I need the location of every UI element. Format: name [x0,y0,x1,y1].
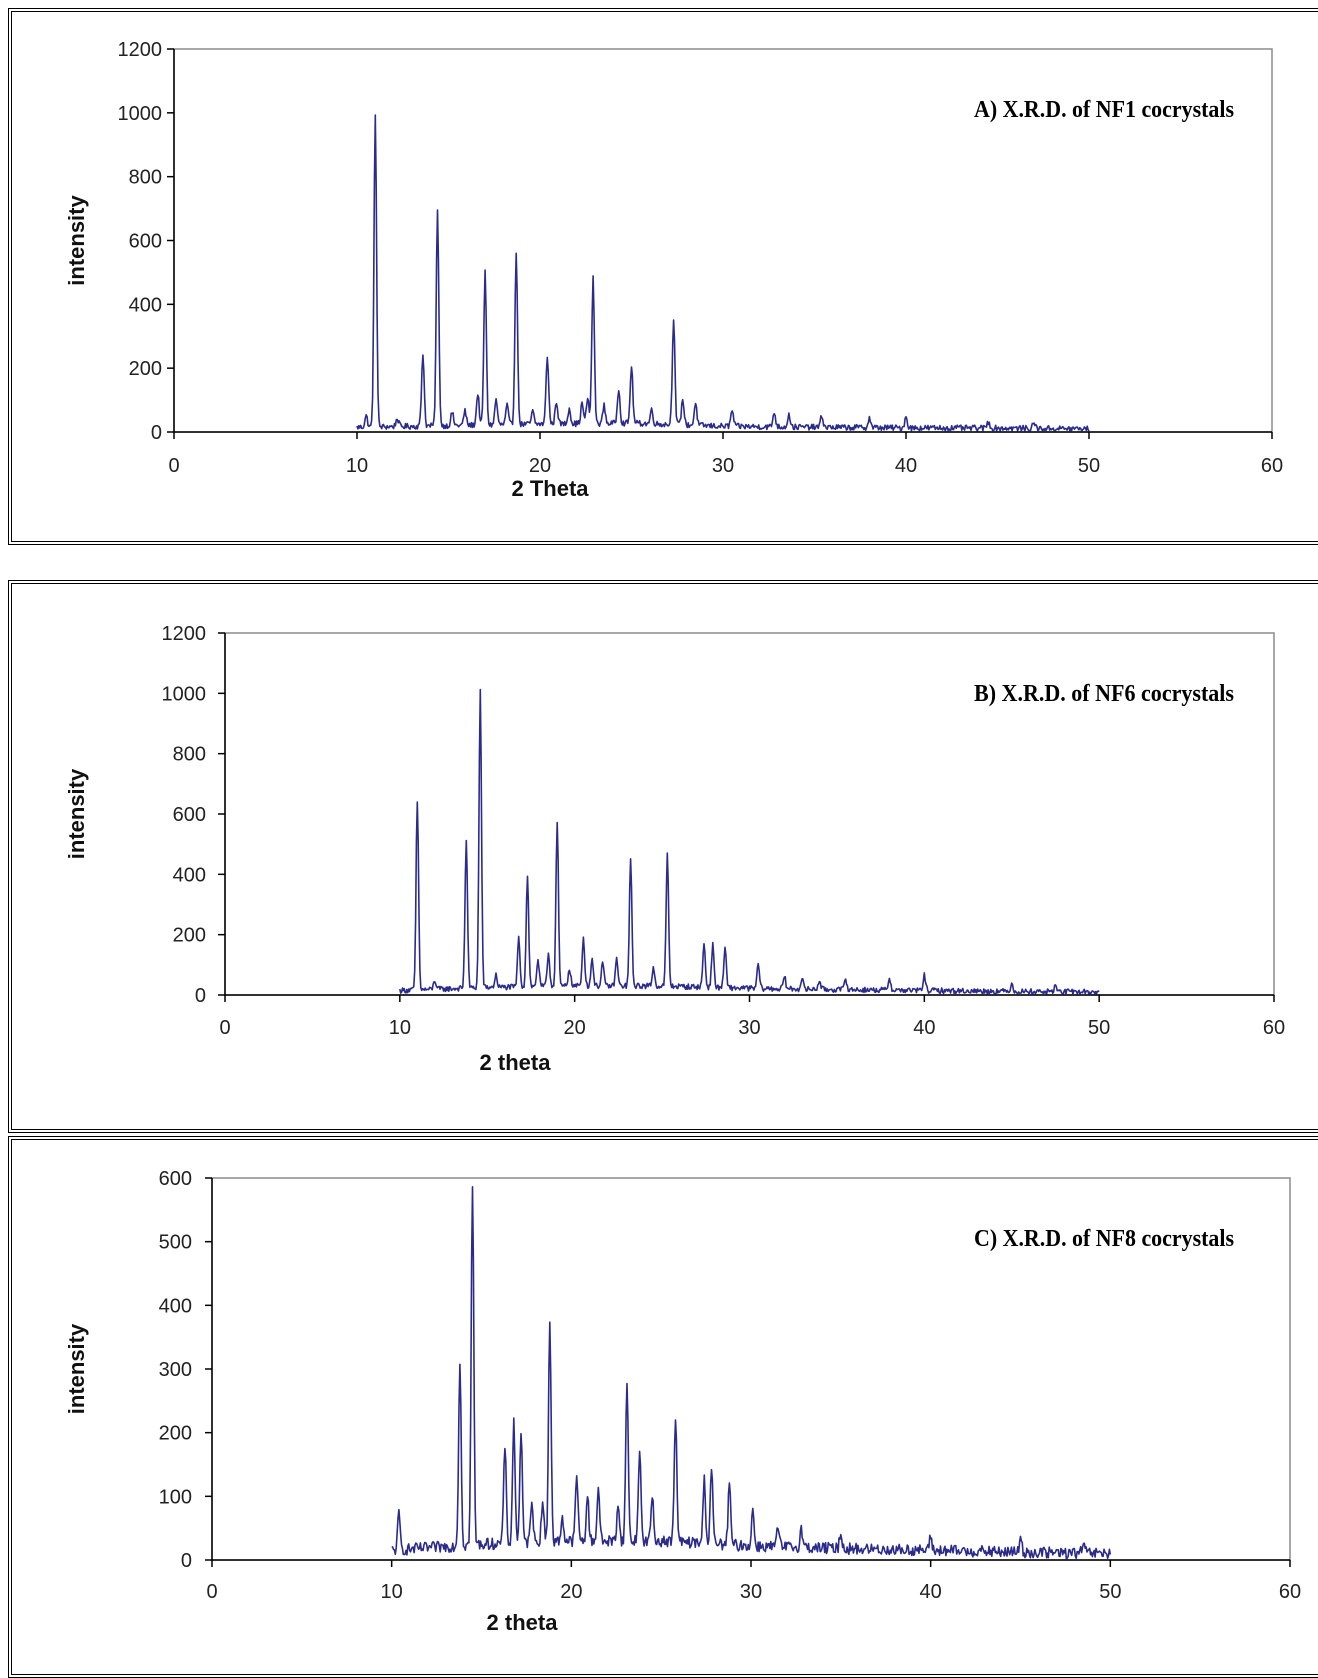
x-tick-label: 0 [168,455,179,477]
xrd-chart-nf8: 0 100 200 300 400 500 600 0 10 20 30 40 50 60 C) X.R.D… [64,1168,1301,1635]
x-tick-label: 40 [913,1017,935,1039]
y-tick-label: 200 [159,1423,192,1445]
y-tick-label: 600 [173,804,206,826]
x-tick-label: 40 [895,455,917,477]
x-axis-label: 2 Theta [511,476,589,501]
y-tick-label: 0 [195,985,206,1007]
x-tick-label: 60 [1261,455,1283,477]
x-tick-label: 10 [346,455,368,477]
y-tick-label: 800 [129,167,162,189]
y-tick-label: 600 [159,1168,192,1190]
y-tick-label: 800 [173,744,206,766]
chart-panel-c: 0 100 200 300 400 500 600 0 10 20 30 40 50 60 C) X.R.D… [8,1136,1318,1678]
x-axis-label: 2 theta [480,1050,552,1075]
y-tick-label: 100 [159,1486,192,1508]
xrd-chart-nf6: 0 200 400 600 800 1000 1200 0 10 20 30 40 50 60 B) X.R… [64,623,1285,1075]
y-tick-label: 500 [159,1232,192,1254]
x-tick-label: 10 [389,1017,411,1039]
x-tick-label: 0 [219,1017,230,1039]
y-tick-label: 200 [173,925,206,947]
y-tick-label: 0 [151,422,162,444]
x-tick-label: 40 [920,1581,942,1603]
xrd-chart-nf1: 0 200 400 600 800 1000 1200 0 10 20 30 40 50 60 A) X.R… [64,39,1283,501]
y-tick-label: 600 [129,231,162,253]
xrd-series-line [391,1185,1112,1560]
y-tick-label: 400 [173,864,206,886]
x-tick-label: 20 [564,1017,586,1039]
x-tick-label: 30 [740,1581,762,1603]
y-tick-label: 0 [181,1550,192,1572]
y-tick-label: 400 [129,294,162,316]
y-axis-label: intensity [64,195,89,286]
y-axis-label: intensity [64,768,89,859]
y-tick-label: 1000 [162,683,207,705]
x-tick-label: 30 [738,1017,760,1039]
x-tick-label: 0 [206,1581,217,1603]
y-axis-label: intensity [64,1323,89,1414]
chart-title: C) X.R.D. of NF8 cocrystals [974,1226,1234,1252]
chart-panel-a: 0 200 400 600 800 1000 1200 0 10 20 30 40 50 60 A) X.R… [8,8,1318,545]
x-tick-label: 30 [712,455,734,477]
chart-title: B) X.R.D. of NF6 cocrystals [974,681,1234,707]
x-tick-label: 20 [529,455,551,477]
y-tick-label: 200 [129,358,162,380]
chart-title: A) X.R.D. of NF1 cocrystals [974,97,1234,123]
x-tick-label: 60 [1279,1581,1301,1603]
xrd-series-line [356,114,1090,432]
y-tick-label: 400 [159,1295,192,1317]
y-tick-label: 1200 [118,39,163,61]
y-tick-label: 1000 [118,103,163,125]
y-tick-label: 300 [159,1359,192,1381]
x-axis-label: 2 theta [487,1610,559,1635]
x-tick-label: 50 [1088,1017,1110,1039]
x-tick-label: 10 [381,1581,403,1603]
x-tick-label: 60 [1263,1017,1285,1039]
x-tick-label: 50 [1099,1581,1121,1603]
xrd-series-line [399,688,1100,996]
x-tick-label: 50 [1078,455,1100,477]
chart-panel-b: 0 200 400 600 800 1000 1200 0 10 20 30 40 50 60 B) X.R… [8,580,1318,1133]
x-tick-label: 20 [560,1581,582,1603]
y-tick-label: 1200 [162,623,207,645]
